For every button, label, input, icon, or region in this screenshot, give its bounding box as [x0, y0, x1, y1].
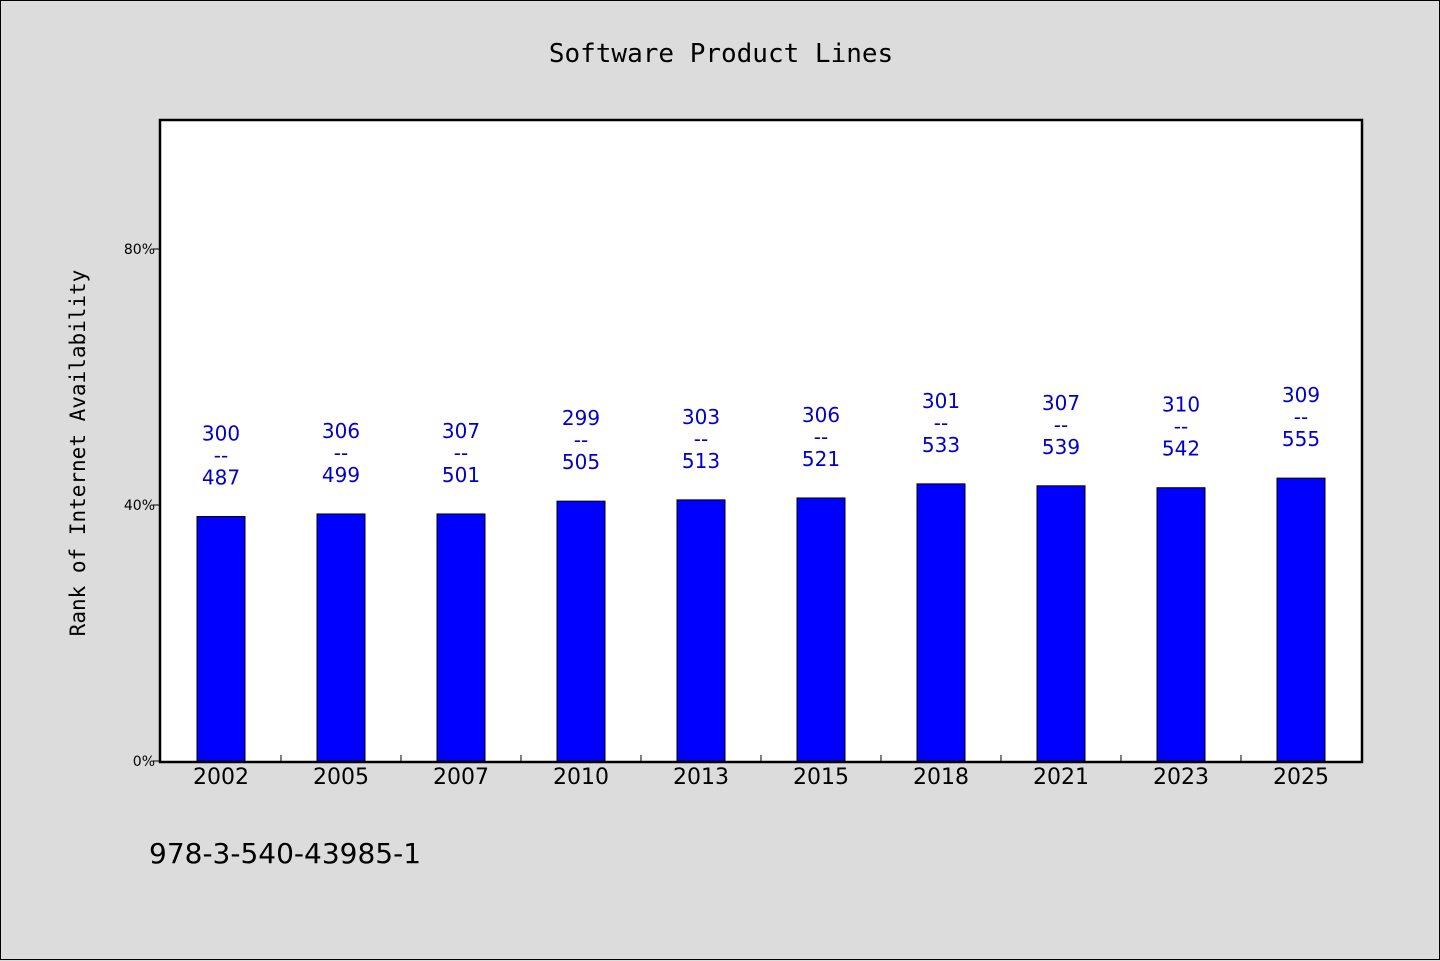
x-tick-label: 2025	[1273, 765, 1329, 790]
y-axis-label: Rank of Internet Availability	[66, 270, 90, 637]
data-label-top: 310	[1162, 393, 1200, 417]
data-label-bottom: 521	[802, 447, 840, 471]
data-label-top: 306	[802, 403, 840, 427]
y-tick-label: 0%	[133, 754, 155, 770]
x-tick-label: 2021	[1033, 765, 1089, 790]
data-label-bottom: 555	[1282, 427, 1320, 451]
data-label-separator: --	[574, 428, 588, 452]
bar	[436, 513, 486, 762]
data-label-separator: --	[1054, 413, 1068, 437]
x-tick-label: 2015	[793, 765, 849, 790]
chart-title: Software Product Lines	[549, 39, 893, 69]
chart-marks: 0%40%80%2002300--4872005306--4992007307-…	[124, 242, 1329, 790]
data-label-bottom: 501	[442, 463, 480, 487]
data-label-top: 300	[202, 422, 240, 446]
data-label-separator: --	[1174, 415, 1188, 439]
y-tick-label: 40%	[124, 498, 155, 514]
bar	[316, 513, 366, 762]
data-label-separator: --	[454, 441, 468, 465]
y-tick-label: 80%	[124, 242, 155, 258]
data-label-top: 303	[682, 405, 720, 429]
footer-code: 978-3-540-43985-1	[149, 837, 421, 870]
data-label-top: 307	[1042, 391, 1080, 415]
bar	[556, 500, 606, 762]
data-label-bottom: 513	[682, 449, 720, 473]
data-label-top: 301	[922, 389, 960, 413]
x-tick-label: 2023	[1153, 765, 1209, 790]
x-tick-label: 2013	[673, 765, 729, 790]
bar	[196, 516, 246, 762]
data-label-separator: --	[934, 411, 948, 435]
x-tick-label: 2002	[193, 765, 249, 790]
data-label-top: 309	[1282, 383, 1320, 407]
bar	[676, 499, 726, 762]
data-label-separator: --	[814, 425, 828, 449]
data-label-bottom: 505	[562, 450, 600, 474]
x-tick-label: 2005	[313, 765, 369, 790]
data-label-separator: --	[694, 427, 708, 451]
data-label-top: 307	[442, 419, 480, 443]
bar	[1036, 485, 1086, 762]
x-tick-label: 2007	[433, 765, 489, 790]
data-label-top: 306	[322, 419, 360, 443]
data-label-separator: --	[214, 444, 228, 468]
data-label-separator: --	[1294, 405, 1308, 429]
plot-border	[158, 118, 1364, 764]
data-label-top: 299	[562, 406, 600, 430]
data-label-bottom: 499	[322, 463, 360, 487]
data-label-bottom: 533	[922, 433, 960, 457]
data-label-bottom: 542	[1162, 437, 1200, 461]
data-label-separator: --	[334, 441, 348, 465]
data-label-bottom: 539	[1042, 435, 1080, 459]
bar	[1156, 487, 1206, 762]
x-tick-label: 2018	[913, 765, 969, 790]
x-tick-label: 2010	[553, 765, 609, 790]
bar	[916, 483, 966, 762]
bar	[1276, 477, 1326, 762]
data-label-bottom: 487	[202, 466, 240, 490]
bar	[796, 497, 846, 762]
